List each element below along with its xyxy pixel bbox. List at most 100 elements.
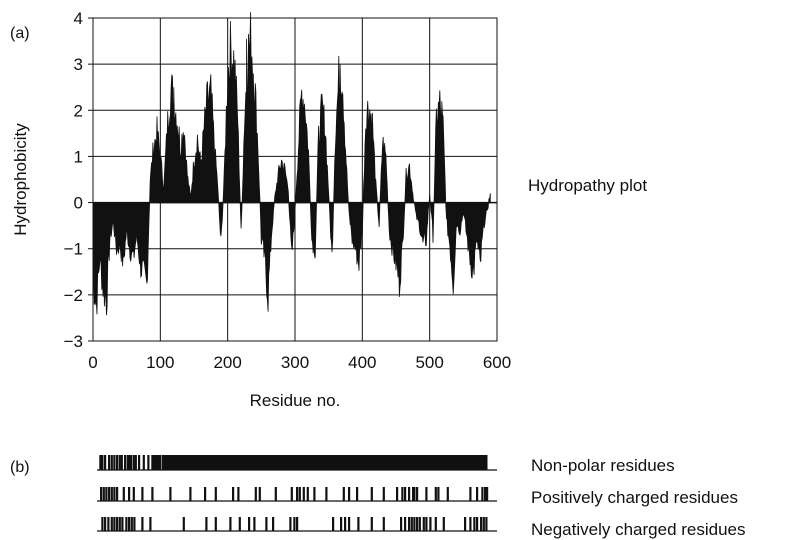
residue-tick (423, 455, 426, 470)
residue-tick (419, 455, 422, 470)
residue-tick (213, 455, 216, 470)
residue-tick (197, 455, 200, 470)
track-label-non-polar: Non-polar residues (531, 456, 675, 475)
residue-tick (484, 487, 487, 501)
residue-tick (400, 517, 403, 531)
residue-tick (253, 517, 256, 531)
residue-tick (248, 517, 251, 531)
residue-tick (132, 487, 135, 501)
residue-tick (359, 455, 362, 470)
residue-tick (149, 517, 152, 531)
residue-tick (185, 455, 188, 470)
residue-tick (403, 455, 406, 470)
y-tick-label: 2 (74, 101, 83, 120)
residue-tick (443, 455, 446, 470)
residue-tick (299, 455, 302, 470)
residue-tick (169, 455, 172, 470)
residue-tick (175, 455, 178, 470)
residue-tick (289, 517, 292, 531)
residue-tick (116, 517, 119, 531)
residue-tick (369, 455, 372, 470)
residue-tick (141, 487, 144, 501)
residue-tick (215, 455, 218, 470)
residue-tick (217, 455, 220, 470)
residue-tick (441, 455, 444, 470)
residue-tick (437, 487, 440, 501)
residue-tick (385, 455, 388, 470)
residue-tick (325, 487, 328, 501)
residue-tick (237, 455, 240, 470)
residue-tick (323, 455, 326, 470)
plot-frame (92, 17, 498, 342)
residue-tick (481, 455, 484, 470)
residue-tick (309, 455, 312, 470)
residue-tick (429, 517, 432, 531)
residue-tick (298, 487, 301, 501)
panel-b-label: (b) (10, 459, 30, 476)
residue-tick (229, 455, 232, 470)
residue-tick (389, 455, 392, 470)
residue-tick (167, 455, 170, 470)
residue-tick (101, 517, 104, 531)
residue-tick (201, 455, 204, 470)
residue-tick (291, 455, 294, 470)
residue-tick (110, 455, 113, 470)
residue-tick (279, 455, 282, 470)
x-tick-label: 100 (146, 353, 174, 372)
residue-tick (281, 455, 284, 470)
residue-tick (342, 487, 345, 501)
residue-tick (120, 455, 123, 470)
residue-tick (464, 517, 467, 531)
residue-tick (273, 455, 276, 470)
residue-tick (153, 455, 156, 470)
residue-tick (138, 455, 141, 470)
residue-tick (475, 455, 478, 470)
residue-tick (199, 455, 202, 470)
residue-tick (128, 487, 131, 501)
residue-tick (214, 487, 217, 501)
residue-tick (189, 487, 192, 501)
residue-tick (306, 487, 309, 501)
residue-tick (247, 455, 250, 470)
residue-tick (125, 517, 128, 531)
residue-tick (375, 455, 378, 470)
residue-tick (483, 455, 486, 470)
residue-tick (363, 455, 366, 470)
residue-tick (391, 455, 394, 470)
residue-tick (405, 455, 408, 470)
residue-tick (241, 455, 244, 470)
x-tick-label: 300 (281, 353, 309, 372)
residue-tick (283, 455, 286, 470)
residue-tick (296, 487, 299, 501)
residue-tick (473, 455, 476, 470)
residue-tick (296, 517, 299, 531)
residue-tick (331, 455, 334, 470)
residue-tick (381, 455, 384, 470)
residue-tick (445, 455, 448, 470)
residue-tick (118, 455, 121, 470)
residue-tick (134, 455, 137, 470)
residue-tick (169, 487, 172, 501)
residue-tick (371, 455, 374, 470)
residue-tick (367, 455, 370, 470)
residue-tick (205, 517, 208, 531)
residue-tick (351, 455, 354, 470)
residue-tick (396, 487, 399, 501)
residue-tick (480, 517, 483, 531)
residue-tick (383, 455, 386, 470)
residue-tick (340, 517, 343, 531)
residue-tick (249, 455, 252, 470)
residue-tick (265, 455, 268, 470)
residue-tick (486, 487, 489, 501)
residue-tick (121, 517, 124, 531)
residue-tick (255, 455, 258, 470)
residue-tick (183, 455, 186, 470)
x-tick-label: 200 (213, 353, 241, 372)
x-tick-label: 500 (415, 353, 443, 372)
residue-tick (411, 455, 414, 470)
residue-tick (257, 455, 260, 470)
residue-tick (130, 517, 133, 531)
residue-tick (209, 455, 212, 470)
residue-tick (267, 455, 270, 470)
y-tick-label: −2 (64, 286, 83, 305)
